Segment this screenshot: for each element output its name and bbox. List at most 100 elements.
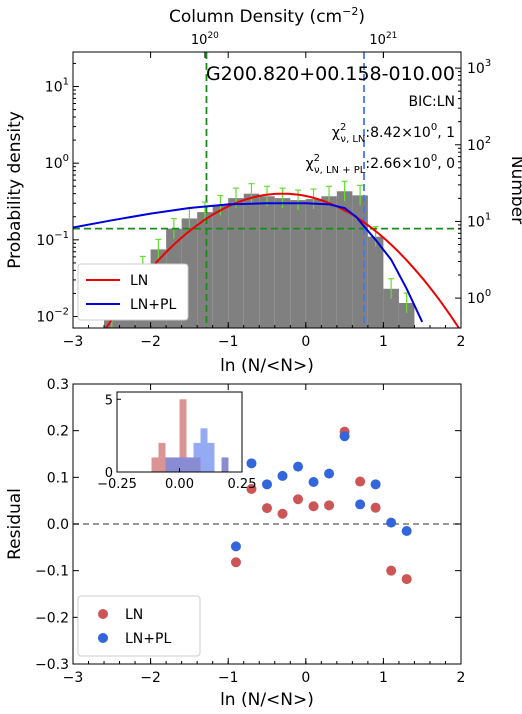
y-tick-label: −0.2 bbox=[35, 610, 69, 626]
y-tick-label: 0.0 bbox=[47, 517, 69, 533]
y-tick-label: −0.3 bbox=[35, 657, 69, 673]
inset-ln-bar bbox=[151, 457, 159, 472]
y-tick-label: 100 bbox=[45, 153, 69, 172]
lnpl-residual-point bbox=[386, 517, 397, 528]
y-tick-label: 10−1 bbox=[36, 230, 69, 249]
y-right-tick-label: 102 bbox=[467, 135, 491, 154]
top-panel: −3 −2 −1 0 1 2 10−2 10−1 100 101 100 101 102 103 1020 1… bbox=[5, 5, 522, 376]
lnpl-residual-point bbox=[230, 541, 241, 552]
x-tick-label: 1 bbox=[379, 334, 388, 350]
x-tick-label: 0 bbox=[301, 334, 310, 350]
histogram-bar bbox=[212, 205, 229, 328]
bottom-legend: LN LN+PL bbox=[77, 595, 201, 657]
x-tick-label: −3 bbox=[63, 334, 84, 350]
y-tick-label: 10−2 bbox=[36, 307, 69, 326]
x-tick-label: 1 bbox=[379, 670, 388, 686]
error-bar bbox=[388, 278, 395, 299]
histogram-bar bbox=[197, 212, 213, 328]
x-tick-label: 2 bbox=[457, 670, 466, 686]
error-bar bbox=[279, 187, 286, 209]
x-tick-label: −2 bbox=[140, 334, 161, 350]
y-tick-label: −0.1 bbox=[35, 564, 69, 580]
legend-box bbox=[77, 595, 201, 657]
lnpl-residual-point bbox=[308, 477, 319, 487]
error-bar bbox=[155, 238, 162, 260]
inset-x-tick-label: 0.25 bbox=[228, 477, 257, 492]
lnpl-residual-point bbox=[262, 479, 272, 490]
inset-lnpl-bar bbox=[200, 428, 208, 472]
inset-y-tick-label: 0 bbox=[105, 466, 113, 481]
legend-ln-marker bbox=[98, 609, 108, 619]
error-bar bbox=[310, 188, 317, 210]
ln-residual-point bbox=[401, 574, 412, 585]
x-tick-label: 0 bbox=[301, 670, 310, 686]
bottom-panel-ticks: −3 −2 −1 0 1 2 −0.3 −0.2 −0.1 0.0 0.1 0.2 0.3 bbox=[35, 377, 465, 686]
chi-ln-annotation: χ2 ν, LN:8.42×100, 1 bbox=[332, 122, 455, 145]
top-panel-ticks: −3 −2 −1 0 1 2 10−2 10−1 100 101 100 101 102 103 1020 1… bbox=[36, 31, 491, 350]
histogram-bar bbox=[274, 198, 291, 328]
inset-x-tick-label: −0.25 bbox=[97, 477, 137, 492]
x-tick-label: 2 bbox=[457, 334, 466, 350]
x-tick-label: −2 bbox=[140, 670, 161, 686]
ln-residual-point bbox=[386, 565, 397, 576]
legend-ln-label: LN bbox=[125, 607, 143, 623]
histogram-bar bbox=[243, 193, 260, 328]
legend-ln-label: LN bbox=[130, 273, 148, 289]
inset-ln-bar bbox=[179, 399, 187, 472]
inset-lnpl-bar bbox=[207, 442, 215, 472]
y-right-tick-label: 103 bbox=[467, 58, 491, 77]
legend-lnpl-marker bbox=[98, 633, 108, 643]
histogram-bar bbox=[336, 191, 353, 328]
inset-lnpl-bar bbox=[193, 442, 201, 472]
y-tick-label: 101 bbox=[45, 77, 69, 96]
bottom-y-axis-label: Residual bbox=[5, 488, 25, 560]
y-right-tick-label: 101 bbox=[467, 211, 491, 230]
inset-lnpl-bar bbox=[221, 457, 229, 472]
histogram-bar bbox=[321, 196, 337, 328]
top-axis-label: Column Density (cm−2) bbox=[169, 5, 365, 27]
ln-residual-point bbox=[246, 484, 257, 494]
lnpl-residual-point bbox=[355, 499, 366, 510]
inset-histogram: −0.25 0.00 0.25 0 5 bbox=[97, 391, 257, 492]
bottom-x-axis-label: ln (N/<N>) bbox=[220, 690, 314, 710]
y-right-tick-label: 100 bbox=[467, 288, 491, 307]
legend-lnpl-label: LN+PL bbox=[130, 297, 176, 313]
lnpl-residual-point bbox=[246, 458, 257, 469]
ln-residual-point bbox=[262, 503, 272, 514]
top-y-axis-label-right: Number bbox=[507, 156, 522, 224]
top-tick-label: 1021 bbox=[369, 31, 397, 48]
y-tick-label: 0.1 bbox=[47, 470, 69, 486]
histogram-bar bbox=[259, 196, 275, 328]
ln-residual-point bbox=[308, 501, 319, 512]
bottom-panel: −3 −2 −1 0 1 2−0.3−0.2−0.10.00.10.20.3 −0.25 0… bbox=[5, 377, 465, 710]
histogram-bar bbox=[367, 236, 384, 328]
lnpl-residual-point bbox=[401, 526, 412, 536]
reference-lines bbox=[73, 52, 461, 328]
top-y-axis-label: Probability density bbox=[5, 111, 25, 269]
histogram-bar bbox=[305, 199, 322, 328]
inset-lnpl-bar bbox=[186, 457, 194, 472]
inset-lnpl-bar bbox=[179, 457, 187, 472]
top-legend: LN LN+PL bbox=[77, 263, 189, 321]
y-tick-label: 0.3 bbox=[47, 377, 69, 393]
histogram-bar bbox=[290, 200, 306, 328]
top-tick-label: 1020 bbox=[191, 31, 219, 48]
legend-lnpl-label: LN+PL bbox=[125, 631, 171, 647]
ln-residual-point bbox=[230, 557, 241, 568]
histogram-bar bbox=[398, 302, 415, 328]
chart-title: G200.820+00.158-010.00 bbox=[206, 63, 455, 85]
ln-residual-point bbox=[293, 494, 304, 505]
error-bar bbox=[357, 184, 364, 206]
inset-x-tick-label: 0.00 bbox=[165, 477, 194, 492]
inset-bars bbox=[151, 399, 229, 472]
ln-residual-point bbox=[324, 500, 335, 511]
top-x-axis-label: ln (N/<N>) bbox=[220, 356, 314, 376]
residual-points bbox=[230, 426, 412, 585]
inset-lnpl-bar bbox=[172, 457, 180, 472]
ln-residual-point bbox=[370, 502, 381, 513]
x-tick-label: −1 bbox=[218, 670, 239, 686]
x-tick-label: −1 bbox=[218, 334, 239, 350]
chi-lnpl-annotation: χ2 ν, LN + PL:2.66×100, 0 bbox=[306, 153, 455, 176]
lnpl-fit-curve bbox=[73, 202, 424, 323]
lnpl-residual-point bbox=[339, 431, 350, 442]
